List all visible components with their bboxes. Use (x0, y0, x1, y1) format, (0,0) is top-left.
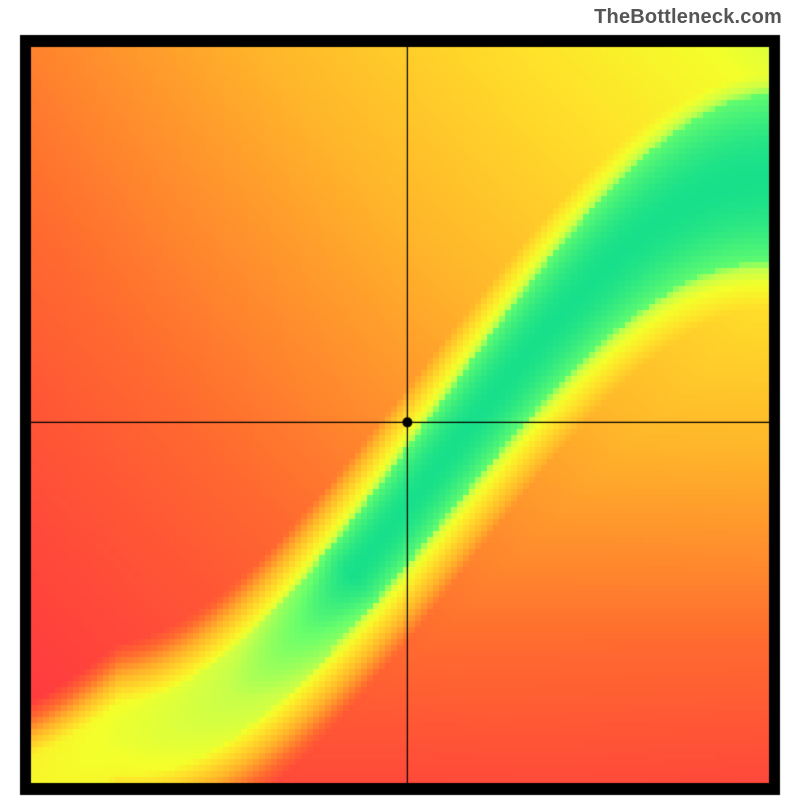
attribution-text: TheBottleneck.com (594, 6, 782, 29)
bottleneck-heatmap (0, 0, 800, 800)
